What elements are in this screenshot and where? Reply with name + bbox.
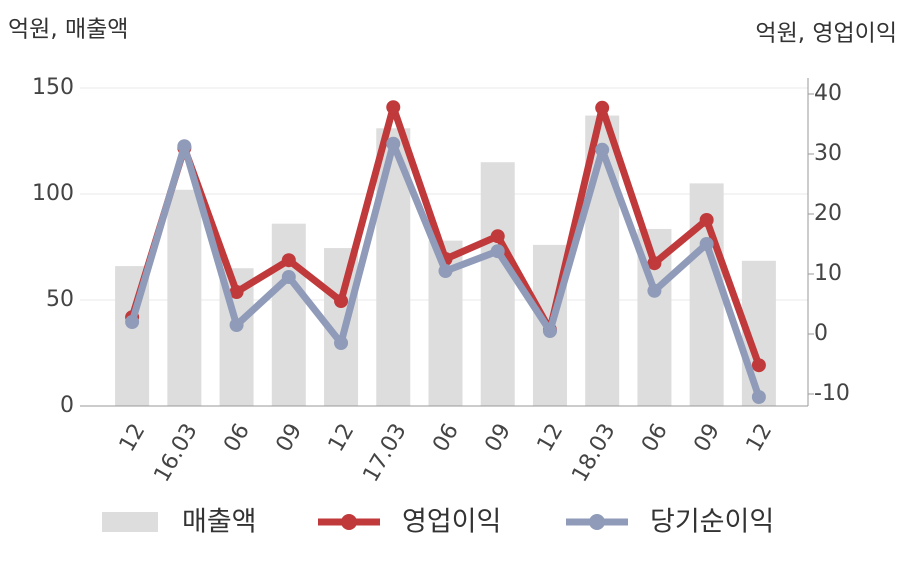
- point: [281, 253, 296, 268]
- point: [334, 294, 349, 308]
- point: [386, 100, 401, 115]
- x-tick-label: 09: [480, 420, 516, 457]
- point: [490, 244, 505, 259]
- point: [647, 283, 662, 298]
- y-tick-label: 150: [32, 75, 74, 100]
- point: [229, 285, 244, 299]
- x-tick-label: 06: [219, 420, 255, 457]
- y-tick-label: 0: [60, 393, 74, 418]
- x-tick-label: 09: [689, 420, 725, 457]
- point: [229, 318, 244, 332]
- y2-tick-label: 0: [814, 321, 828, 346]
- y2-tick-label: 30: [814, 141, 842, 166]
- bar: [271, 223, 306, 406]
- y2-tick-label: 20: [814, 201, 842, 226]
- y-axis-title: 억원, 매출액: [8, 17, 128, 43]
- x-tick-label: 17.03: [359, 420, 412, 487]
- x-tick-label: 06: [637, 420, 673, 457]
- point: [647, 256, 662, 271]
- y2-tick-label: -10: [814, 381, 850, 406]
- point: [699, 237, 714, 251]
- point: [177, 139, 192, 154]
- y-tick-label: 100: [32, 181, 74, 206]
- point: [125, 315, 140, 329]
- point: [386, 136, 401, 151]
- legend-swatch: [341, 514, 357, 530]
- x-tick-label: 09: [272, 420, 308, 457]
- x-tick-label: 18.03: [567, 420, 620, 487]
- point: [751, 390, 766, 404]
- legend-label: 영업이익: [402, 507, 501, 538]
- legend-swatch: [102, 512, 158, 532]
- x-tick-label: 12: [533, 420, 569, 457]
- x-tick-label: 12: [115, 420, 151, 457]
- y-tick-label: 50: [46, 287, 74, 312]
- y2-tick-label: 40: [814, 81, 842, 106]
- legend-label: 매출액: [182, 507, 257, 538]
- x-tick-label: 12: [324, 420, 360, 457]
- legend-label: 당기순이익: [650, 507, 774, 538]
- point: [542, 324, 557, 338]
- point: [595, 100, 610, 115]
- point: [490, 229, 505, 244]
- x-tick-label: 06: [428, 420, 464, 457]
- y2-tick-label: 10: [814, 261, 842, 286]
- legend-swatch: [589, 514, 605, 530]
- bar: [480, 162, 515, 406]
- point: [751, 358, 766, 373]
- point: [281, 270, 296, 284]
- point: [699, 213, 714, 227]
- point: [334, 336, 349, 350]
- point: [595, 142, 610, 157]
- x-tick-label: 12: [742, 420, 778, 457]
- y2-axis-title: 억원, 영업이익: [755, 21, 897, 47]
- bar: [167, 189, 202, 406]
- point: [438, 264, 453, 278]
- x-tick-label: 16.03: [150, 420, 203, 487]
